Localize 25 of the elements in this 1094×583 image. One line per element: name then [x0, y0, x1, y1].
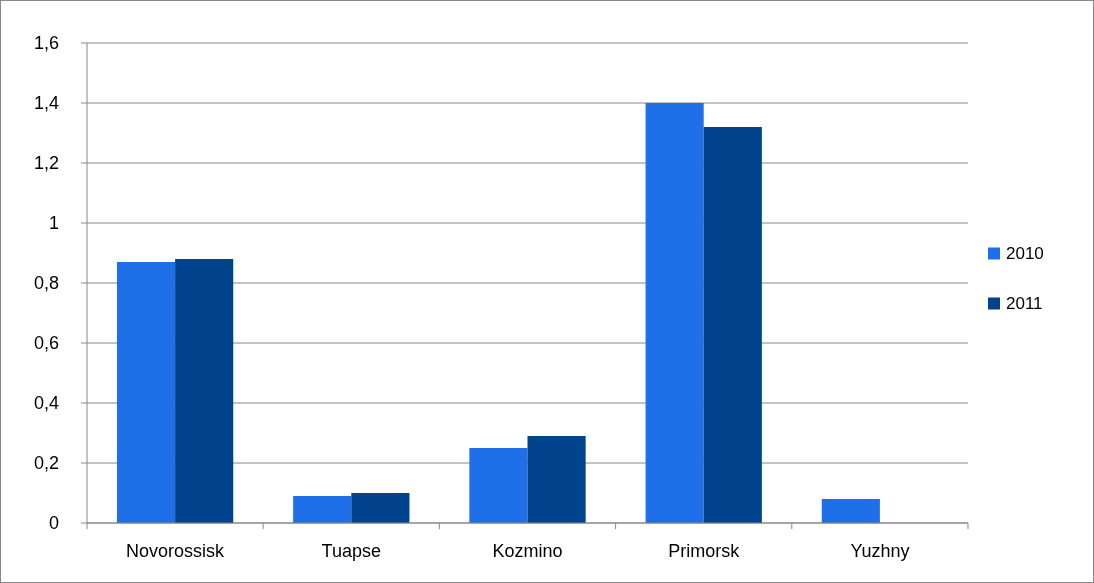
y-tick-label: 1,6 — [33, 33, 59, 54]
x-tick-label: Kozmino — [492, 541, 563, 561]
y-tick-label: 1,2 — [33, 153, 59, 174]
y-tick-label: 0,8 — [33, 273, 59, 294]
x-tick-label: Novorossisk — [126, 541, 226, 561]
x-tick-label: Yuzhny — [850, 541, 910, 561]
bar — [703, 127, 762, 523]
y-tick-label: 0 — [48, 513, 59, 534]
bar — [469, 448, 528, 523]
bar — [821, 499, 880, 523]
legend-label: 2011 — [1006, 294, 1043, 314]
y-tick-label: 0,2 — [33, 453, 59, 474]
y-tick-label: 1 — [48, 213, 59, 234]
legend-label: 2010 — [1006, 244, 1044, 264]
y-tick-label: 0,4 — [33, 393, 59, 414]
x-tick-label: Primorsk — [668, 541, 741, 561]
bar — [116, 262, 176, 523]
bar — [527, 436, 586, 523]
bar — [175, 259, 234, 523]
y-tick-label: 0,6 — [33, 333, 59, 354]
x-tick-label: Tuapse — [321, 541, 381, 561]
bar — [351, 493, 410, 523]
bar — [293, 496, 352, 523]
y-tick-label: 1,4 — [33, 93, 59, 114]
bar — [645, 103, 704, 523]
